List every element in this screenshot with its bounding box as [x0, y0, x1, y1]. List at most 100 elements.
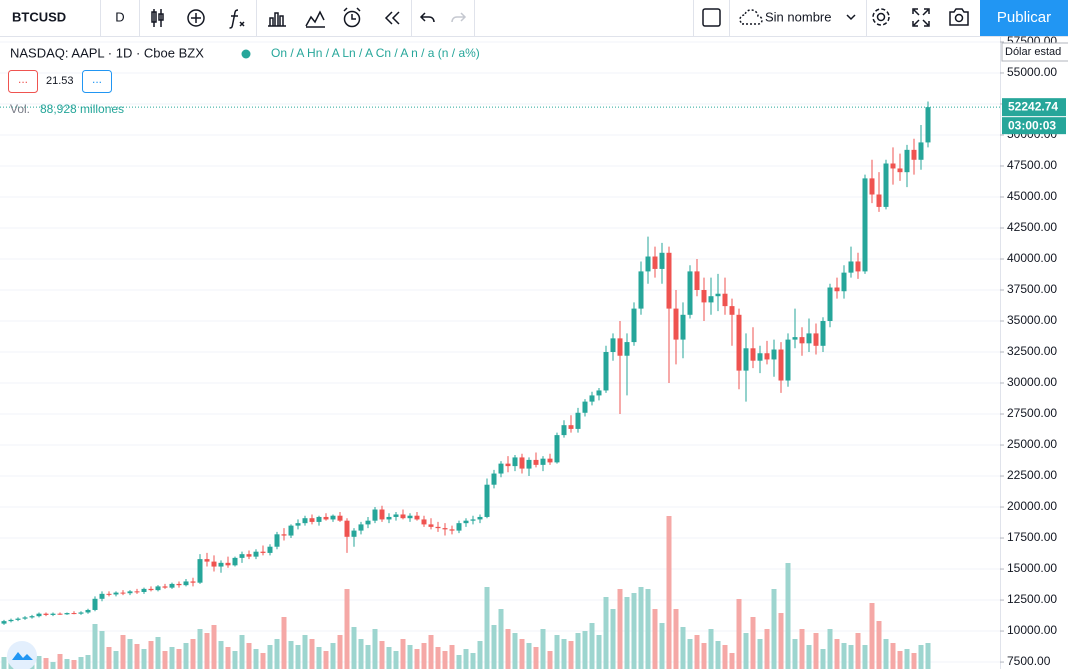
volume-bar: [456, 655, 462, 669]
candle-body: [771, 349, 777, 360]
logo: [7, 641, 37, 669]
fx-icon[interactable]: [229, 9, 245, 29]
candle-body: [211, 561, 217, 567]
volume-bar: [925, 643, 931, 669]
candle-body: [316, 516, 322, 522]
candle-body: [792, 337, 798, 340]
candle-body: [876, 194, 882, 207]
candle-body: [85, 609, 91, 613]
candle-body: [617, 338, 623, 356]
volume-bar: [365, 645, 371, 669]
layout-icon[interactable]: [702, 8, 721, 27]
volume-bar: [491, 625, 497, 669]
candle-body: [687, 271, 693, 315]
y-tick-label: 42500.00: [1007, 220, 1057, 234]
volume-bar: [512, 633, 518, 669]
candle-body: [456, 523, 462, 531]
volume-bar: [246, 643, 252, 669]
publish-button[interactable]: [980, 0, 1068, 36]
candles-icon[interactable]: [151, 9, 164, 27]
replay-icon[interactable]: [384, 11, 400, 25]
candle-body: [323, 516, 329, 520]
price-axis: 7500.00 10000.00 12500.00 15000.00 17500.00 2…: [1000, 34, 1066, 668]
candle-body: [169, 583, 175, 588]
candle-body: [568, 425, 574, 429]
alert-icon[interactable]: [343, 7, 361, 28]
fullscreen-icon[interactable]: [912, 8, 930, 27]
y-tick-label: 27500.00: [1007, 406, 1057, 420]
indicator-button-label[interactable]: ...: [18, 72, 28, 86]
publish-label[interactable]: Publicar: [997, 9, 1051, 26]
candle-body: [393, 514, 399, 517]
volume-bar: [771, 589, 777, 669]
y-tick-label: 37500.00: [1007, 282, 1057, 296]
candle-body: [652, 256, 658, 269]
volume-bar: [540, 629, 546, 669]
volume-bar: [582, 631, 588, 669]
candle-body: [267, 546, 273, 553]
candle-body: [631, 308, 637, 343]
volume-bar: [785, 563, 791, 669]
candle-body: [218, 562, 224, 567]
y-tick-label: 45000.00: [1007, 189, 1057, 203]
layout-name[interactable]: Sin nombre: [765, 9, 831, 24]
volume-bar: [106, 647, 112, 669]
volume-bar: [750, 617, 756, 669]
volume-bar: [736, 599, 742, 669]
candle-body: [92, 598, 98, 610]
candle-body: [351, 530, 357, 537]
candle-body: [673, 308, 679, 340]
volume-bar: [295, 645, 301, 669]
candle-body: [540, 458, 546, 465]
symbol[interactable]: BTCUSD: [12, 9, 66, 24]
tooltip: [1001, 42, 1068, 62]
volume-bar: [792, 639, 798, 669]
settings-icon[interactable]: [872, 8, 890, 26]
candle-body: [36, 613, 42, 617]
volume-bar: [673, 609, 679, 669]
snapshot-icon[interactable]: [949, 8, 969, 26]
indicator-button-label[interactable]: ...: [92, 72, 102, 86]
volume-bar: [722, 645, 728, 669]
compare-icon[interactable]: [305, 10, 325, 28]
interval[interactable]: D: [115, 9, 124, 24]
indicator-add-icon[interactable]: [187, 9, 205, 27]
templates-icon[interactable]: [268, 12, 286, 27]
volume-bar: [743, 633, 749, 669]
volume-bar: [162, 651, 168, 669]
indicator-button[interactable]: [8, 70, 38, 93]
candle-body: [547, 458, 553, 463]
volume-bar: [372, 629, 378, 669]
chevron[interactable]: [846, 14, 856, 21]
volume-bar: [358, 639, 364, 669]
volume-bar: [799, 629, 805, 669]
indicator-button[interactable]: [82, 70, 112, 93]
volume-bar: [85, 655, 91, 669]
volume-bar: [407, 645, 413, 669]
volume-bar: [260, 653, 266, 669]
volume-bar: [764, 629, 770, 669]
candle-body: [435, 526, 441, 529]
volume-bar: [554, 635, 560, 669]
volume-bar: [190, 639, 196, 669]
y-tick-label: 25000.00: [1007, 437, 1057, 451]
candle-body: [729, 306, 735, 315]
volume-bar: [71, 660, 77, 669]
candle-body: [498, 463, 504, 474]
candle-body: [120, 592, 126, 594]
volume-bar: [694, 635, 700, 669]
candle-body: [407, 515, 413, 519]
volume-bar: [92, 624, 98, 669]
volume-bar: [344, 589, 350, 669]
candle-body: [638, 271, 644, 309]
volume-bar: [50, 662, 56, 669]
candle-body: [533, 459, 539, 465]
y-tick-label: 30000.00: [1007, 375, 1057, 389]
logo-mark: [12, 652, 33, 660]
volume-bar: [876, 621, 882, 669]
candle-body: [827, 287, 833, 322]
volume-bar: [155, 637, 161, 669]
candle-body: [666, 252, 672, 309]
undo-icon[interactable]: [419, 12, 435, 23]
candle-body: [778, 349, 784, 381]
